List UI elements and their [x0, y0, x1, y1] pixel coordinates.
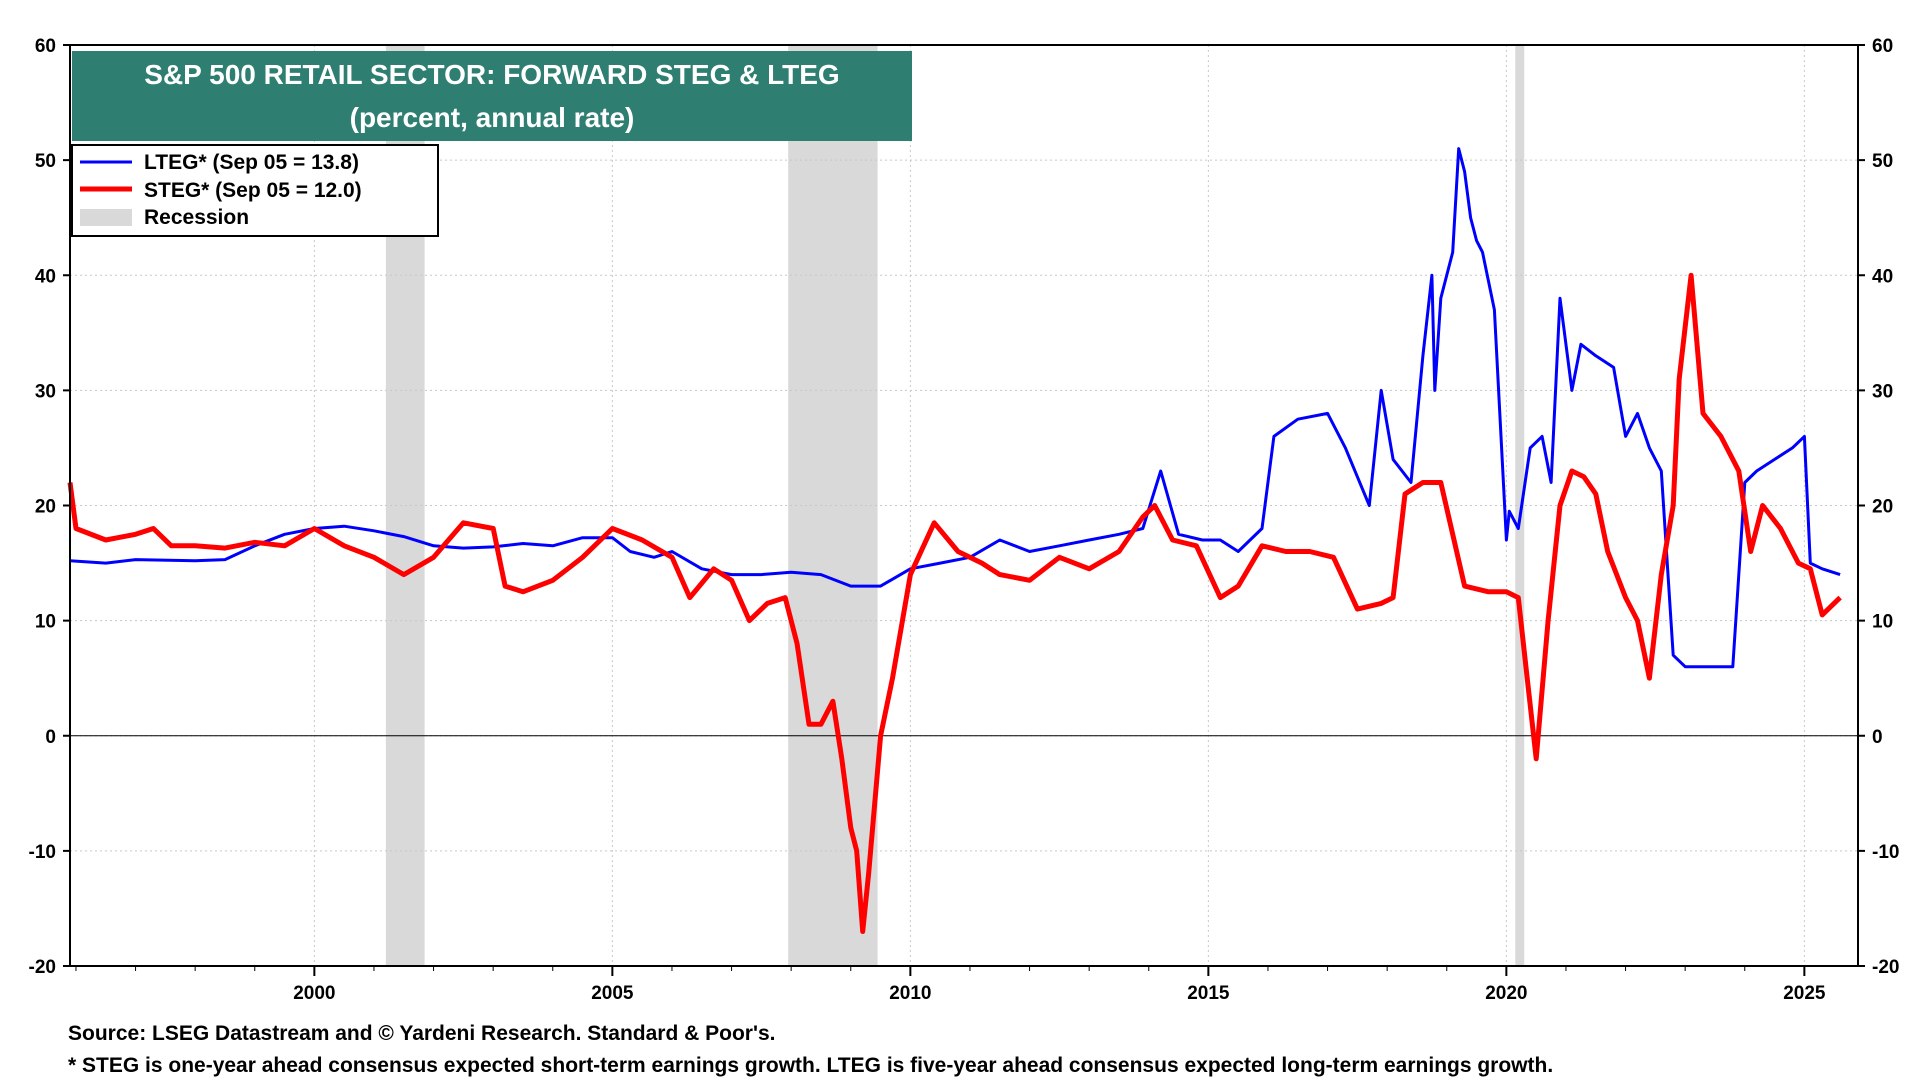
y-tick-label-right-6: 40: [1872, 266, 1893, 287]
y-tick-label-right-2: 0: [1872, 727, 1883, 748]
y-tick-label-left-5: 30: [35, 381, 56, 402]
legend-box: [71, 144, 439, 237]
legend-label-lteg: LTEG* (Sep 05 = 13.8): [144, 151, 359, 174]
x-tick-label-5: 2025: [1783, 983, 1826, 1004]
series-lines: [67, 147, 1842, 934]
chart-title: S&P 500 RETAIL SECTOR: FORWARD STEG & LT…: [144, 59, 839, 90]
y-tick-label-right-7: 50: [1872, 151, 1893, 172]
title-background: [72, 51, 912, 141]
y-tick-label-right-8: 60: [1872, 36, 1893, 57]
y-tick-label-left-2: 0: [45, 727, 56, 748]
legend-label-recession: Recession: [144, 206, 249, 229]
series-line-lteg: [69, 147, 1841, 669]
recession-band-1: [788, 45, 878, 966]
legend: LTEG* (Sep 05 = 13.8) STEG* (Sep 05 = 12…: [71, 144, 439, 237]
y-tick-label-left-1: -10: [29, 842, 56, 863]
y-tick-label-right-5: 30: [1872, 381, 1893, 402]
y-tick-label-right-4: 20: [1872, 497, 1893, 518]
y-tick-label-right-0: -20: [1872, 957, 1899, 978]
footnote: * STEG is one-year ahead consensus expec…: [68, 1054, 1553, 1077]
title-box: S&P 500 RETAIL SECTOR: FORWARD STEG & LT…: [72, 51, 912, 141]
x-tick-label-0: 2000: [293, 983, 335, 1004]
legend-label-steg: STEG* (Sep 05 = 12.0): [144, 179, 362, 202]
source-note: Source: LSEG Datastream and © Yardeni Re…: [68, 1022, 775, 1045]
y-tick-label-left-3: 10: [35, 612, 56, 633]
y-tick-label-right-1: -10: [1872, 842, 1899, 863]
x-tick-label-3: 2015: [1187, 983, 1230, 1004]
series-line-steg: [67, 272, 1842, 934]
x-tick-label-4: 2020: [1485, 983, 1527, 1004]
y-tick-label-left-8: 60: [35, 36, 56, 57]
y-tick-label-left-6: 40: [35, 266, 56, 287]
x-tick-label-2: 2010: [889, 983, 931, 1004]
y-tick-label-left-4: 20: [35, 497, 56, 518]
chart-subtitle: (percent, annual rate): [350, 102, 635, 133]
y-tick-label-right-3: 10: [1872, 612, 1893, 633]
recession-band-2: [1515, 45, 1525, 966]
legend-swatch-recession: [80, 209, 132, 226]
y-tick-label-left-7: 50: [35, 151, 56, 172]
y-tick-label-left-0: -20: [29, 957, 56, 978]
x-tick-label-1: 2005: [591, 983, 634, 1004]
